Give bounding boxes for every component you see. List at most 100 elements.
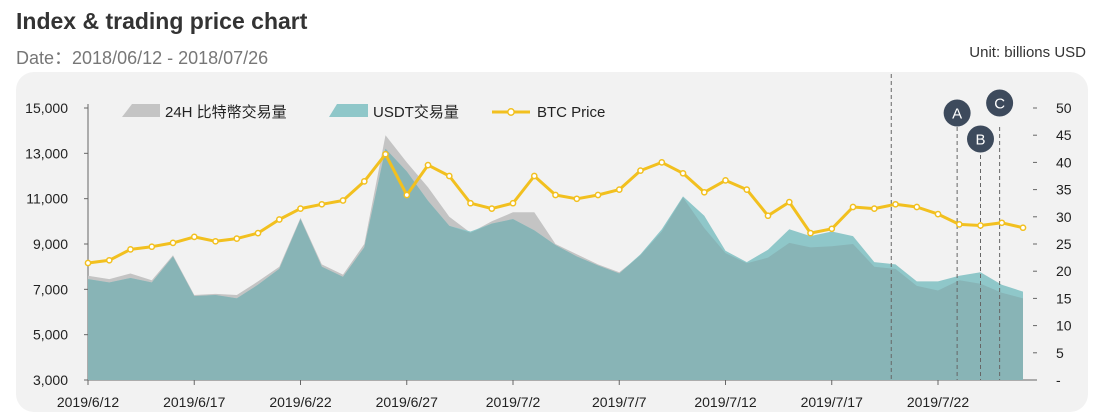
price-point[interactable] xyxy=(275,216,283,223)
price-point[interactable] xyxy=(573,195,581,203)
legend-swatch-total-volume xyxy=(122,104,160,117)
price-point[interactable] xyxy=(148,243,156,251)
y-left-tick-label: 9,000 xyxy=(33,236,68,252)
marker-circle xyxy=(986,89,1014,117)
y-right-tick-label: 30 xyxy=(1056,209,1072,225)
price-point[interactable] xyxy=(105,256,113,264)
legend-item-total-volume[interactable]: 24H 比特幣交易量 xyxy=(122,103,287,121)
price-point[interactable] xyxy=(785,198,793,206)
price-point[interactable] xyxy=(360,178,368,185)
price-point[interactable] xyxy=(169,239,177,247)
price-point[interactable] xyxy=(849,203,857,211)
legend-label-total-volume: 24H 比特幣交易量 xyxy=(165,103,287,121)
y-right-tick-label: - xyxy=(1056,372,1061,388)
area-overlap xyxy=(88,148,1023,380)
price-point[interactable] xyxy=(977,222,984,229)
y-left-tick-label: 11,000 xyxy=(26,191,68,207)
tick-labels-layer: 3,000 5,000 7,000 9,000 11,000 13,000 15,000 - 5… xyxy=(25,100,1072,410)
y-left-tick-label: 3,000 xyxy=(33,372,68,388)
price-point[interactable] xyxy=(530,172,538,180)
price-point[interactable] xyxy=(807,229,814,237)
legend-item-btc-price[interactable]: BTC Price xyxy=(492,104,605,121)
price-point[interactable] xyxy=(870,205,878,212)
price-point[interactable] xyxy=(190,233,198,241)
price-point[interactable] xyxy=(679,169,687,177)
price-point[interactable] xyxy=(700,188,708,196)
legend: 24H 比特幣交易量 USDT交易量 BTC Price xyxy=(122,103,605,121)
x-tick-label: 2019/6/17 xyxy=(163,394,225,410)
date-range: Date：2018/06/12 - 2018/07/26 xyxy=(16,48,269,68)
y-left-tick-label: 13,000 xyxy=(25,145,68,161)
marker-c-badge[interactable]: C xyxy=(986,89,1014,117)
price-point[interactable] xyxy=(658,159,666,166)
y-right-tick-label: 25 xyxy=(1056,236,1072,252)
y-right-tick-label: 40 xyxy=(1056,154,1072,170)
x-tick-label: 2019/7/22 xyxy=(907,394,969,410)
price-point[interactable] xyxy=(509,199,517,207)
marker-circle xyxy=(943,99,971,127)
price-point[interactable] xyxy=(339,197,347,204)
price-point[interactable] xyxy=(955,221,963,228)
price-point[interactable] xyxy=(998,219,1006,227)
price-point[interactable] xyxy=(892,200,899,208)
y-left-tick-label: 5,000 xyxy=(33,327,68,343)
price-point[interactable] xyxy=(934,210,942,218)
price-point[interactable] xyxy=(318,200,326,208)
marker-a-badge[interactable]: A xyxy=(943,99,971,127)
marker-label: B xyxy=(975,132,985,149)
marker-label: A xyxy=(952,106,962,123)
y-left-tick-label: 15,000 xyxy=(25,100,68,116)
x-tick-label: 2019/6/12 xyxy=(57,394,119,410)
legend-swatch-btc-price-dot xyxy=(507,108,515,116)
chart-title: Index & trading price chart xyxy=(16,8,308,34)
marker-lines-layer xyxy=(890,74,1001,380)
y-right-tick-label: 20 xyxy=(1056,263,1072,279)
y-right-tick-label: 45 xyxy=(1056,127,1072,143)
unit-label: Unit: billions USD xyxy=(969,44,1086,61)
price-point[interactable] xyxy=(233,235,241,242)
price-point[interactable] xyxy=(445,172,453,180)
price-point[interactable] xyxy=(743,186,751,193)
price-point[interactable] xyxy=(424,161,432,169)
y-right-tick-label: 5 xyxy=(1056,345,1064,361)
marker-label: C xyxy=(994,96,1005,113)
x-tick-label: 2019/7/2 xyxy=(486,394,541,410)
legend-label-usdt-volume: USDT交易量 xyxy=(373,103,459,121)
price-line-layer xyxy=(84,150,1027,267)
price-point[interactable] xyxy=(722,177,729,184)
x-tick-label: 2019/6/22 xyxy=(269,394,331,410)
marker-circle xyxy=(967,125,994,153)
price-point[interactable] xyxy=(828,225,836,233)
price-point[interactable] xyxy=(212,237,219,245)
price-point[interactable] xyxy=(254,229,262,237)
x-tick-label: 2019/7/17 xyxy=(801,394,863,410)
legend-item-usdt-volume[interactable]: USDT交易量 xyxy=(329,103,459,121)
markers-layer: AB C xyxy=(943,89,1014,153)
legend-label-btc-price: BTC Price xyxy=(537,104,605,121)
price-point[interactable] xyxy=(297,205,304,212)
price-point[interactable] xyxy=(913,203,921,211)
x-tick-label: 2019/7/12 xyxy=(694,394,756,410)
price-point[interactable] xyxy=(382,150,389,158)
y-right-tick-label: 50 xyxy=(1056,100,1072,116)
price-point[interactable] xyxy=(1019,224,1027,232)
y-right-tick-label: 35 xyxy=(1056,182,1072,198)
price-point[interactable] xyxy=(764,212,772,220)
areas-layer xyxy=(88,135,1023,380)
price-point[interactable] xyxy=(488,205,496,212)
y-left-tick-label: 7,000 xyxy=(33,281,68,297)
price-point[interactable] xyxy=(127,246,134,253)
y-right-tick-label: 10 xyxy=(1056,318,1072,334)
price-point[interactable] xyxy=(84,259,92,267)
legend-swatch-usdt-volume xyxy=(329,104,368,117)
marker-b-badge[interactable]: B xyxy=(967,125,994,153)
y-right-tick-label: 15 xyxy=(1056,290,1072,306)
price-point[interactable] xyxy=(467,199,474,207)
price-point[interactable] xyxy=(594,191,602,199)
price-point[interactable] xyxy=(637,167,644,174)
price-point[interactable] xyxy=(403,191,411,199)
x-tick-label: 2019/7/7 xyxy=(592,394,647,410)
price-point[interactable] xyxy=(552,191,559,199)
price-point[interactable] xyxy=(615,186,623,193)
